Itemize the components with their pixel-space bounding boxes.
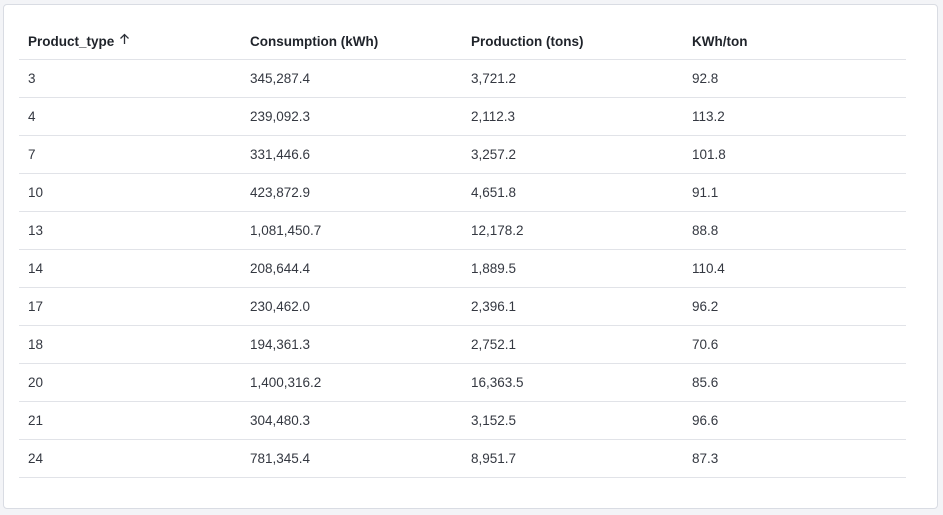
consumption-cell: 239,092.3 (250, 109, 311, 124)
table-row: 4 239,092.3 2,112.3 113.2 (19, 98, 906, 136)
product-type-cell: 17 (28, 299, 44, 314)
consumption-cell: 1,081,450.7 (250, 223, 322, 238)
consumption-cell: 781,345.4 (250, 451, 311, 466)
arrow-up-icon[interactable] (119, 33, 130, 48)
table-row: 13 1,081,450.7 12,178.2 88.8 (19, 212, 906, 250)
production-cell: 2,752.1 (471, 337, 517, 352)
product-type-cell: 20 (28, 375, 44, 390)
production-cell: 16,363.5 (471, 375, 524, 390)
table-row: 18 194,361.3 2,752.1 70.6 (19, 326, 906, 364)
kwh-per-ton-cell: 70.6 (692, 337, 719, 352)
column-header-label: Product_type (28, 33, 115, 49)
kwh-per-ton-cell: 110.4 (692, 261, 725, 276)
table-card: Product_type Consumption (kWh) Productio… (3, 4, 938, 509)
consumption-cell: 423,872.9 (250, 185, 311, 200)
kwh-per-ton-cell: 91.1 (692, 185, 719, 200)
table-header-row: Product_type Consumption (kWh) Productio… (19, 23, 906, 60)
consumption-cell: 194,361.3 (250, 337, 311, 352)
kwh-per-ton-cell: 96.2 (692, 299, 719, 314)
table-row: 21 304,480.3 3,152.5 96.6 (19, 402, 906, 440)
kwh-per-ton-cell: 101.8 (692, 147, 726, 162)
data-table: Product_type Consumption (kWh) Productio… (19, 23, 906, 478)
table-row: 7 331,446.6 3,257.2 101.8 (19, 136, 906, 174)
product-type-cell: 7 (28, 147, 36, 162)
kwh-per-ton-cell: 96.6 (692, 413, 719, 428)
product-type-cell: 4 (28, 109, 36, 124)
production-cell: 8,951.7 (471, 451, 517, 466)
table-row: 17 230,462.0 2,396.1 96.2 (19, 288, 906, 326)
consumption-cell: 1,400,316.2 (250, 375, 322, 390)
table-row: 10 423,872.9 4,651.8 91.1 (19, 174, 906, 212)
production-cell: 2,396.1 (471, 299, 517, 314)
column-header-production[interactable]: Production (tons) (471, 33, 584, 49)
kwh-per-ton-cell: 88.8 (692, 223, 719, 238)
kwh-per-ton-cell: 87.3 (692, 451, 719, 466)
consumption-cell: 345,287.4 (250, 71, 311, 86)
table-row: 20 1,400,316.2 16,363.5 85.6 (19, 364, 906, 402)
kwh-per-ton-cell: 85.6 (692, 375, 719, 390)
product-type-cell: 10 (28, 185, 44, 200)
product-type-cell: 18 (28, 337, 44, 352)
column-header-kwh-per-ton[interactable]: KWh/ton (692, 33, 748, 49)
column-header-product-type[interactable]: Product_type (19, 33, 241, 49)
column-header-consumption[interactable]: Consumption (kWh) (250, 33, 379, 49)
table-row: 14 208,644.4 1,889.5 110.4 (19, 250, 906, 288)
consumption-cell: 208,644.4 (250, 261, 311, 276)
table-row: 3 345,287.4 3,721.2 92.8 (19, 60, 906, 98)
production-cell: 3,721.2 (471, 71, 517, 86)
production-cell: 3,257.2 (471, 147, 517, 162)
product-type-cell: 14 (28, 261, 44, 276)
product-type-cell: 3 (28, 71, 36, 86)
consumption-cell: 331,446.6 (250, 147, 311, 162)
consumption-cell: 230,462.0 (250, 299, 311, 314)
product-type-cell: 13 (28, 223, 44, 238)
product-type-cell: 21 (28, 413, 44, 428)
production-cell: 4,651.8 (471, 185, 517, 200)
production-cell: 3,152.5 (471, 413, 517, 428)
table-body: 3 345,287.4 3,721.2 92.8 4 239,092.3 2,112.3 11… (19, 60, 906, 478)
product-type-cell: 24 (28, 451, 44, 466)
consumption-cell: 304,480.3 (250, 413, 311, 428)
production-cell: 2,112.3 (471, 109, 516, 124)
production-cell: 1,889.5 (471, 261, 517, 276)
kwh-per-ton-cell: 92.8 (692, 71, 719, 86)
kwh-per-ton-cell: 113.2 (692, 109, 725, 124)
production-cell: 12,178.2 (471, 223, 524, 238)
table-row: 24 781,345.4 8,951.7 87.3 (19, 440, 906, 478)
